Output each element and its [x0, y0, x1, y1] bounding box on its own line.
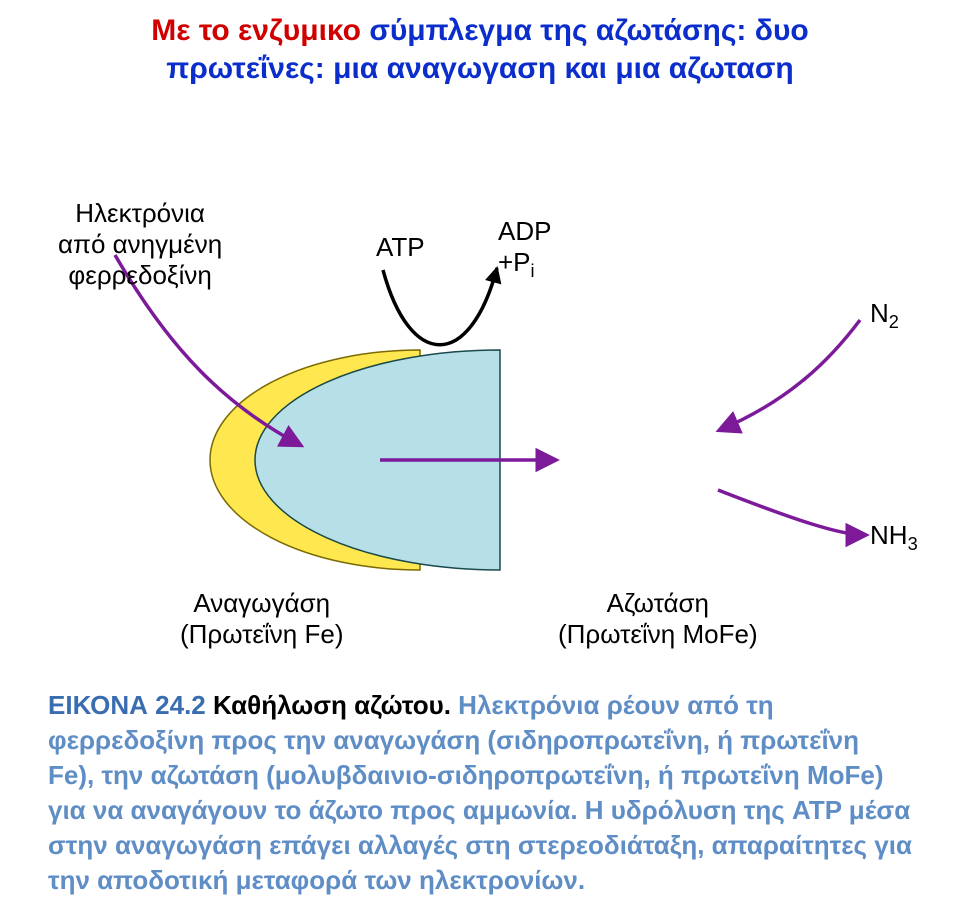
label-nitrogenase: Αζωτάση (Πρωτεΐνη MoFe)	[558, 588, 758, 650]
label-nitrogenase-l1: Αζωτάση	[558, 588, 758, 619]
arrow-n2-in	[720, 320, 860, 430]
label-ferredoxin-l2: από ανηγμένη	[58, 229, 222, 260]
caption-body: Ηλεκτρόνια ρέουν από τη φερρεδοξίνη προς…	[48, 690, 912, 895]
caption-lead-label: ΕΙΚΟΝΑ 24.2	[48, 690, 213, 720]
caption-lead-title: Καθήλωση αζώτου.	[213, 690, 451, 720]
label-n2-sub: 2	[889, 312, 899, 332]
label-plus-pi: +Pi	[498, 247, 551, 282]
label-ferredoxin: Ηλεκτρόνια από ανηγμένη φερρεδοξίνη	[58, 198, 222, 291]
label-n2-prefix: N	[870, 298, 889, 328]
label-nh3-sub: 3	[908, 534, 918, 554]
title-blue-1: σύμπλεγμα της αζωτάσης: δυο	[361, 14, 809, 47]
label-reductase: Αναγωγάση (Πρωτεΐνη Fe)	[180, 588, 343, 650]
label-adp: ADP	[498, 216, 551, 247]
title-blue-2: πρωτεΐνες: μια αναγωγαση και μια αζωταση	[166, 52, 793, 85]
label-plus-pi-prefix: +P	[498, 247, 531, 277]
label-reductase-l2: (Πρωτεΐνη Fe)	[180, 619, 343, 650]
label-nh3: NH3	[870, 520, 918, 555]
label-ferredoxin-l1: Ηλεκτρόνια	[58, 198, 222, 229]
label-n2: N2	[870, 298, 899, 333]
label-atp: ATP	[376, 232, 425, 263]
label-adp-pi: ADP +Pi	[498, 216, 551, 282]
arrow-nh3-out	[718, 490, 865, 535]
label-reductase-l1: Αναγωγάση	[180, 588, 343, 619]
figure-caption: ΕΙΚΟΝΑ 24.2 Καθήλωση αζώτου. Ηλεκτρόνια …	[48, 688, 912, 899]
title-red: Με το ενζυμικο	[151, 14, 361, 47]
label-nh3-prefix: NH	[870, 520, 908, 550]
arrow-atp-adp	[383, 268, 497, 345]
label-nitrogenase-l2: (Πρωτεΐνη MoFe)	[558, 619, 758, 650]
label-plus-pi-sub: i	[531, 261, 535, 281]
label-ferredoxin-l3: φερρεδοξίνη	[58, 260, 222, 291]
diagram-title: Με το ενζυμικο σύμπλεγμα της αζωτάσης: δ…	[40, 12, 920, 87]
